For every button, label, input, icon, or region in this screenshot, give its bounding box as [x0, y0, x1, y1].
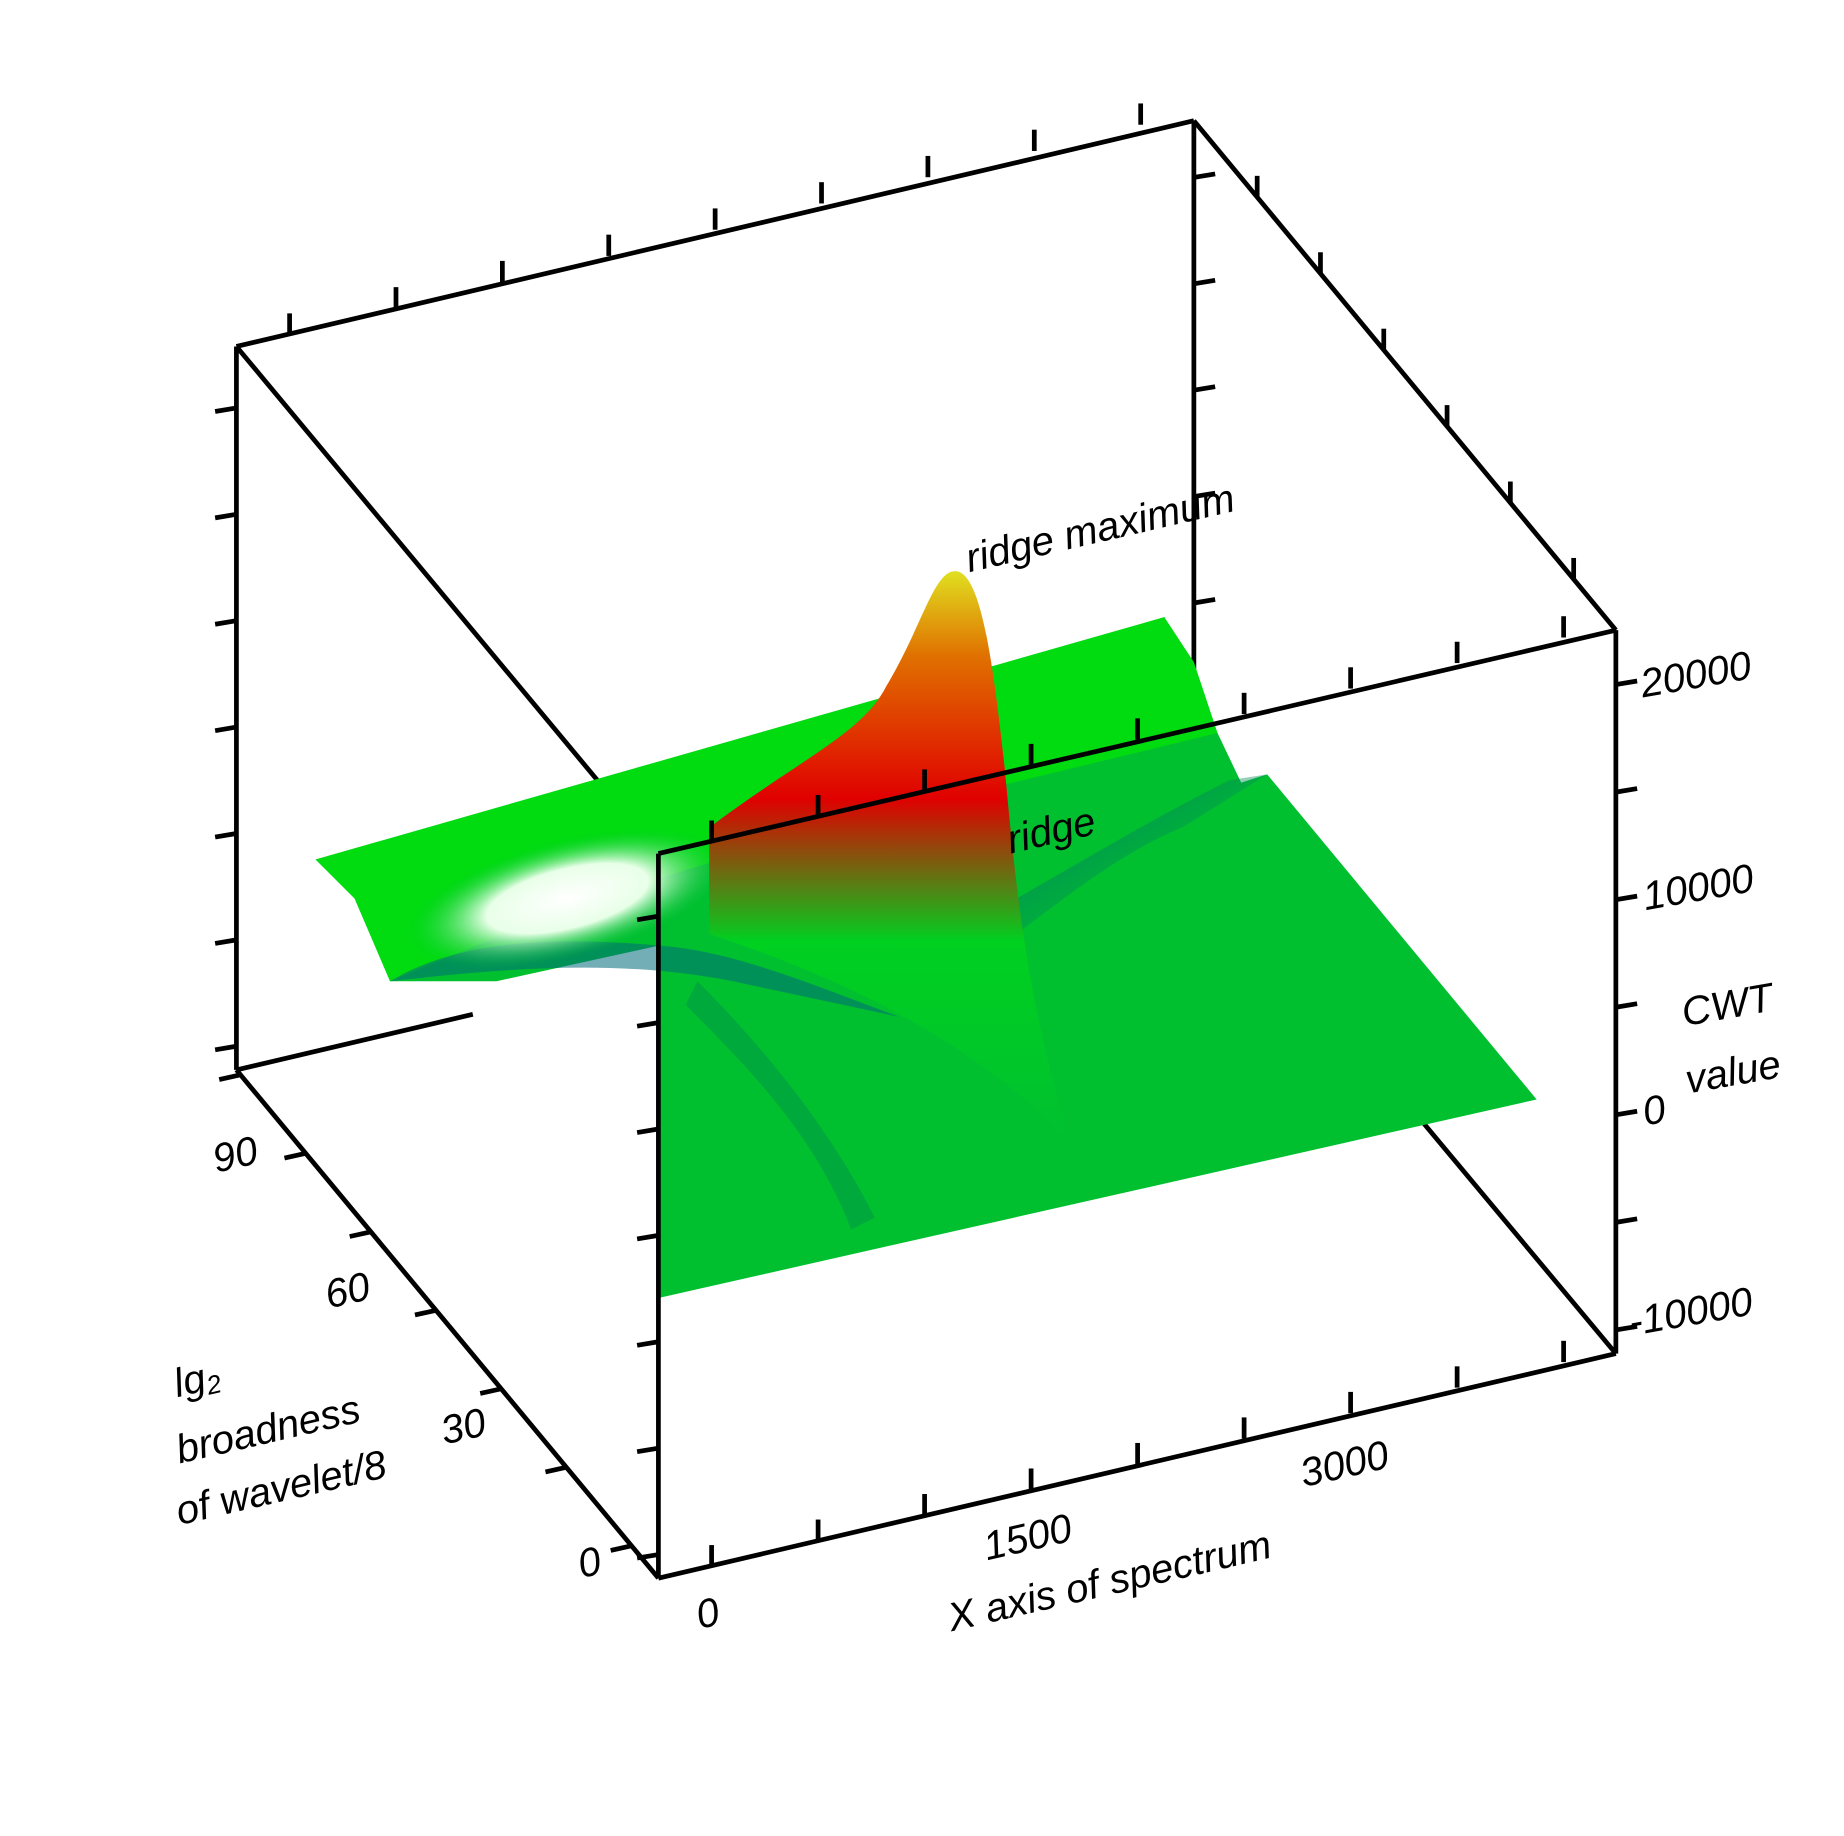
z-axis-tick-front [636, 1552, 659, 1561]
z-axis-tick-front [636, 1445, 659, 1455]
edge-top-left [234, 344, 661, 856]
z-axis-tick-back-right [1193, 171, 1216, 180]
z-axis-tick-back [214, 1043, 237, 1053]
y-axis-label-line1: lg2 [169, 1352, 225, 1408]
y-tick-label: 90 [208, 1127, 262, 1181]
x-axis-line [657, 1351, 1617, 1581]
z-axis-tick [1615, 1324, 1638, 1333]
z-tick-label: 0 [1639, 1086, 1669, 1134]
edge-bottom-back [235, 1012, 474, 1073]
y-axis-tick [283, 1150, 307, 1161]
white-highlight [406, 828, 729, 969]
z-axis-tick-back-right [1193, 384, 1216, 393]
z-axis-tick-back-right [1193, 277, 1216, 287]
z-axis-tick-front [636, 1339, 659, 1348]
z-axis-tick-back [214, 511, 237, 521]
z-axis-tick-front [636, 1020, 659, 1029]
z-axis-tick [1615, 1108, 1638, 1118]
z-axis-tick [1615, 1001, 1638, 1010]
z-axis-tick-front [636, 1233, 659, 1242]
z-axis-tick [1615, 1216, 1638, 1225]
z-axis-tick-back [214, 724, 237, 733]
box-back-edges [234, 118, 1618, 1356]
y-axis-tick [349, 1229, 372, 1239]
z-axis-label-line2: value [1682, 1041, 1784, 1102]
ridge-peak [709, 571, 1070, 1141]
z-axis-tick-back [214, 831, 237, 840]
z-axis-tick [1615, 786, 1638, 795]
y-axis-label: lg2 broadness of wavelet/8 [169, 1352, 391, 1534]
z-axis-tick-back [214, 937, 237, 946]
y-axis-tick [610, 1543, 633, 1553]
y-axis-tick [218, 1072, 242, 1082]
z-axis-tick-back-right [1193, 490, 1216, 499]
z-axis-tick-back [214, 618, 237, 627]
y-axis-tick [544, 1464, 568, 1475]
y-axis-tick [479, 1386, 502, 1396]
y-tick-label: 30 [436, 1399, 490, 1453]
y-axis-line [234, 1068, 661, 1580]
edge-top-right [1192, 119, 1618, 632]
z-tick-label: 10000 [1639, 855, 1757, 919]
surface [315, 571, 1537, 1299]
y-tick-label: 0 [573, 1538, 606, 1587]
y-tick-label: 60 [321, 1263, 375, 1317]
z-axis-tick-back-right [1193, 597, 1216, 606]
z-axis-tick-back [214, 405, 237, 414]
minor-ridge [685, 981, 875, 1230]
z-axis-tick [1615, 893, 1638, 903]
edge-top-back [235, 118, 1195, 349]
x-tick-label: 1500 [979, 1505, 1077, 1569]
z-tick-label: 20000 [1636, 643, 1755, 707]
z-axis-label-line1: CWT [1678, 974, 1778, 1035]
x-tick-label: 3000 [1296, 1432, 1394, 1496]
z-tick-label: -10000 [1625, 1279, 1757, 1345]
z-axis-tick-front [636, 1126, 659, 1135]
annotation-ridge-maximum: ridge maximum [961, 475, 1239, 581]
y-axis-tick [414, 1307, 437, 1318]
x-tick-label: 0 [692, 1589, 725, 1638]
edge-top-front [657, 627, 1617, 856]
axis-ticks [214, 103, 1638, 1567]
z-axis-tick [1615, 678, 1638, 687]
z-axis-tick-front [636, 913, 659, 923]
